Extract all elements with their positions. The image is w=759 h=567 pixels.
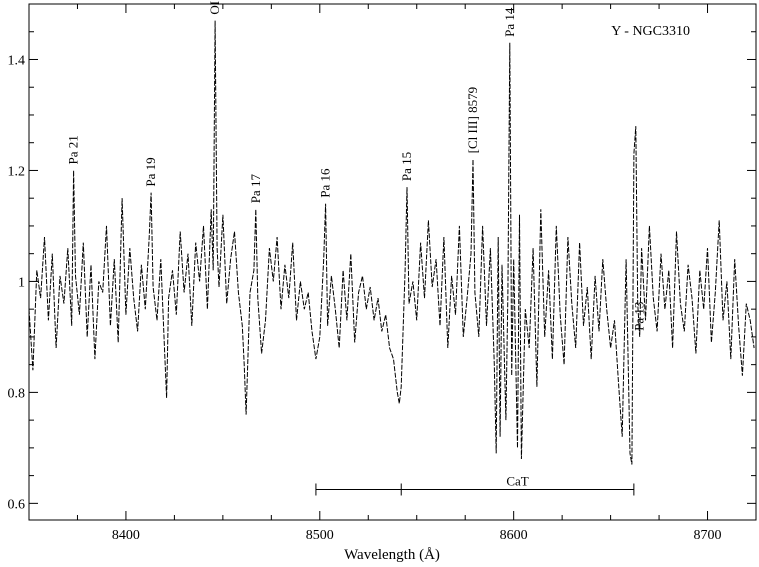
line-id-label: Pa 14 xyxy=(502,7,517,37)
spectrum-line xyxy=(28,20,755,465)
y-tick-label: 1.4 xyxy=(8,53,26,68)
cat-marker: CaT xyxy=(315,473,635,496)
line-id-label: OI 8446 xyxy=(207,0,222,15)
x-tick-label: 8400 xyxy=(112,528,140,543)
chart-title: Y - NGC3310 xyxy=(611,24,690,39)
line-id-label: Pa 13 xyxy=(632,302,647,331)
tick-labels: 8400 8500 8600 8700 0.6 0.8 1 1.2 1.4 xyxy=(8,53,722,543)
y-tick-label: 0.6 xyxy=(8,497,26,512)
y-tick-label: 0.8 xyxy=(8,386,26,401)
y-tick-label: 1.2 xyxy=(8,164,26,179)
x-tick-label: 8600 xyxy=(500,528,528,543)
line-markers: Pa 21 Pa 19 OI 8446 Pa 17 Pa 16 Pa 15 [Cl III]… xyxy=(66,0,647,331)
y-tick-label: 1 xyxy=(18,275,25,290)
tick-marks xyxy=(28,3,757,520)
x-tick-label: 8500 xyxy=(306,528,334,543)
line-id-label: Pa 15 xyxy=(399,152,414,181)
line-id-label: Pa 19 xyxy=(143,157,158,186)
x-axis-label: Wavelength (Å) xyxy=(344,547,440,563)
plot-frame xyxy=(28,3,757,521)
line-id-label: Pa 21 xyxy=(66,135,81,164)
cat-label: CaT xyxy=(506,473,528,488)
line-id-label: Pa 16 xyxy=(318,168,333,198)
x-tick-label: 8700 xyxy=(694,528,722,543)
line-id-label: Pa 17 xyxy=(248,174,263,204)
line-id-label: [Cl III] 8579 xyxy=(465,87,480,153)
